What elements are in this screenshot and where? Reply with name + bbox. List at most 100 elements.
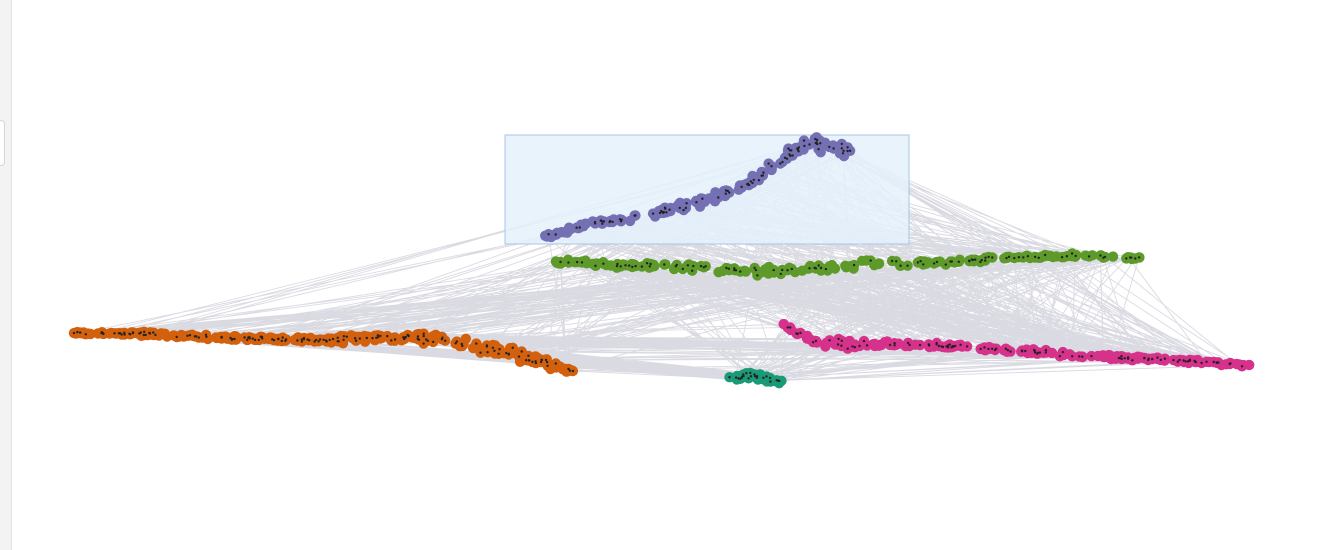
graph-node[interactable] <box>740 266 751 277</box>
node-center-dot <box>1147 357 1150 360</box>
graph-node[interactable] <box>1183 357 1194 369</box>
graph-node[interactable] <box>829 263 841 274</box>
node-center-dot <box>919 260 922 263</box>
graph-node[interactable] <box>458 338 469 350</box>
graph-node[interactable] <box>811 337 823 348</box>
node-center-dot <box>507 353 510 356</box>
node-center-dot <box>1078 355 1081 358</box>
node-center-dot <box>837 337 840 341</box>
graph-node[interactable] <box>161 331 173 342</box>
graph-node[interactable] <box>569 257 580 268</box>
graph-node[interactable] <box>554 258 565 269</box>
node-center-dot <box>761 174 765 177</box>
graph-node[interactable] <box>628 259 640 270</box>
node-center-dot <box>544 358 548 362</box>
node-center-dot <box>799 331 802 335</box>
graph-node[interactable] <box>377 331 389 343</box>
node-center-dot <box>984 256 987 259</box>
graph-node[interactable] <box>624 215 636 227</box>
node-center-dot <box>152 331 155 334</box>
node-center-dot <box>724 192 727 195</box>
graph-node[interactable] <box>1021 344 1032 355</box>
graph-node[interactable] <box>1000 345 1011 356</box>
graph-node[interactable] <box>1192 356 1204 367</box>
graph-node[interactable] <box>815 147 826 158</box>
node-center-dot <box>841 152 845 155</box>
graph-node[interactable] <box>560 363 571 374</box>
node-center-dot <box>950 346 953 349</box>
node-center-dot <box>819 266 823 270</box>
node-center-dot <box>840 344 843 347</box>
node-center-dot <box>1058 355 1062 358</box>
graph-node[interactable] <box>1234 359 1245 370</box>
node-center-dot <box>893 342 896 345</box>
graph-node[interactable] <box>188 330 199 341</box>
node-center-dot <box>724 189 728 192</box>
node-center-dot <box>1065 255 1069 258</box>
graph-node[interactable] <box>765 265 777 277</box>
graph-node[interactable] <box>1103 349 1115 361</box>
node-center-dot <box>665 211 668 214</box>
graph-node[interactable] <box>581 258 592 269</box>
node-center-dot <box>594 264 597 267</box>
node-center-dot <box>193 335 196 338</box>
graph-node[interactable] <box>778 318 789 330</box>
graph-node[interactable] <box>618 259 629 270</box>
node-center-dot <box>317 340 320 343</box>
node-center-dot <box>1022 256 1025 259</box>
graph-node[interactable] <box>649 260 660 272</box>
graph-node[interactable] <box>954 254 965 265</box>
graph-node[interactable] <box>893 338 904 349</box>
graph-node[interactable] <box>514 356 526 367</box>
cluster-orange <box>68 326 579 377</box>
node-center-dot <box>79 331 82 334</box>
network-graph-canvas[interactable] <box>12 0 1327 550</box>
graph-node[interactable] <box>389 335 400 346</box>
node-center-dot <box>525 359 528 362</box>
node-center-dot <box>1182 359 1185 362</box>
graph-node[interactable] <box>695 193 707 204</box>
graph-node[interactable] <box>845 261 857 272</box>
graph-node[interactable] <box>873 258 885 269</box>
graph-node[interactable] <box>759 371 771 383</box>
node-center-dot <box>300 340 304 343</box>
graph-node[interactable] <box>473 343 484 354</box>
graph-node[interactable] <box>869 338 880 350</box>
graph-node[interactable] <box>1058 349 1069 361</box>
node-center-dot <box>479 351 482 354</box>
graph-node[interactable] <box>719 190 731 202</box>
node-center-dot <box>1087 255 1091 258</box>
graph-node[interactable] <box>110 328 122 339</box>
graph-node[interactable] <box>153 330 165 341</box>
graph-node[interactable] <box>709 196 721 207</box>
panel-toggle-handle[interactable] <box>0 120 5 166</box>
graph-node[interactable] <box>924 341 935 353</box>
graph-node[interactable] <box>1244 359 1255 371</box>
node-center-dot <box>444 339 447 342</box>
graph-node[interactable] <box>1092 350 1104 362</box>
node-center-dot <box>772 268 775 272</box>
node-center-dot <box>783 156 787 159</box>
graph-node[interactable] <box>798 137 809 148</box>
node-center-dot <box>123 331 126 334</box>
graph-node[interactable] <box>838 150 850 162</box>
graph-node[interactable] <box>359 336 371 347</box>
node-center-dot <box>331 337 335 341</box>
cluster-green <box>550 248 1145 281</box>
graph-node[interactable] <box>968 256 979 267</box>
node-center-dot <box>1017 256 1021 259</box>
graph-node[interactable] <box>430 329 441 340</box>
graph-node[interactable] <box>1021 250 1032 261</box>
graph-node[interactable] <box>1107 251 1119 262</box>
graph-node[interactable] <box>1080 250 1091 261</box>
node-center-dot <box>375 336 378 339</box>
node-center-dot <box>253 338 257 342</box>
node-center-dot <box>779 272 782 276</box>
graph-node[interactable] <box>1066 251 1077 262</box>
node-center-dot <box>899 264 902 267</box>
graph-node[interactable] <box>70 328 82 339</box>
node-center-dot <box>971 258 975 262</box>
graph-node[interactable] <box>552 227 563 238</box>
node-center-dot <box>858 344 861 348</box>
node-center-dot <box>781 268 784 272</box>
